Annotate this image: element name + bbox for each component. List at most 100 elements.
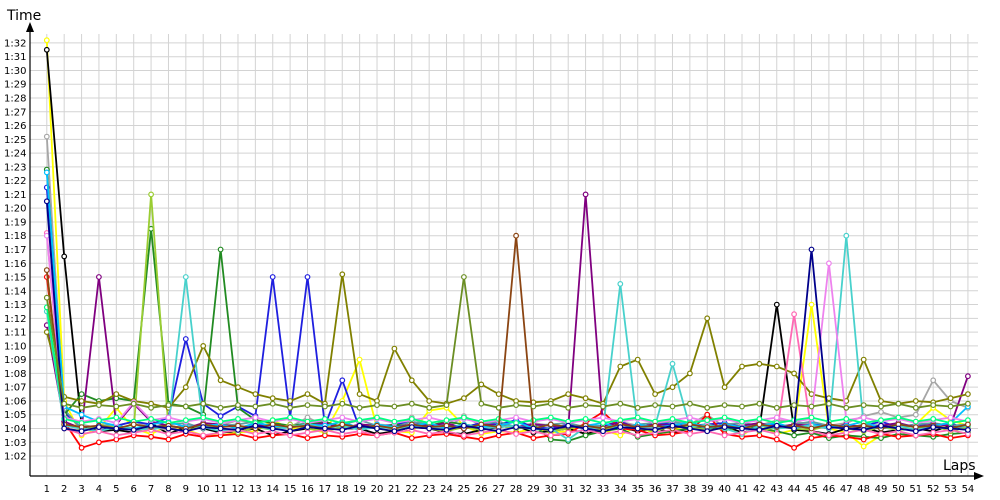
series-line bbox=[45, 234, 969, 441]
y-axis-arrow bbox=[26, 22, 34, 32]
data-point bbox=[426, 431, 433, 437]
data-point bbox=[217, 418, 224, 425]
data-point bbox=[669, 422, 676, 429]
data-point bbox=[600, 420, 606, 426]
data-point bbox=[235, 427, 241, 433]
data-point bbox=[860, 443, 867, 450]
data-point bbox=[947, 414, 954, 421]
data-point bbox=[756, 421, 763, 428]
data-point bbox=[269, 274, 276, 280]
data-point bbox=[95, 417, 102, 424]
data-point bbox=[408, 424, 415, 431]
series-line bbox=[45, 235, 969, 424]
data-point bbox=[947, 420, 954, 426]
data-point bbox=[461, 422, 467, 429]
data-point bbox=[461, 432, 467, 439]
data-point bbox=[547, 414, 554, 421]
y-tick-label: 1:32 bbox=[4, 38, 26, 49]
data-point bbox=[721, 424, 728, 431]
data-point bbox=[669, 360, 676, 367]
data-point bbox=[530, 435, 537, 442]
x-tick-label: 52 bbox=[927, 484, 940, 495]
data-point bbox=[426, 414, 433, 421]
x-tick-label: 17 bbox=[319, 484, 332, 495]
data-point bbox=[356, 356, 363, 363]
data-point bbox=[565, 404, 572, 411]
data-point bbox=[617, 400, 624, 407]
x-tick-label: 46 bbox=[823, 484, 836, 495]
data-point bbox=[78, 411, 85, 418]
data-point bbox=[408, 435, 415, 442]
data-point bbox=[391, 345, 398, 352]
data-point bbox=[304, 391, 311, 398]
data-point bbox=[374, 414, 380, 421]
data-point bbox=[600, 414, 606, 421]
x-tick-label: 29 bbox=[527, 484, 540, 495]
y-tick-labels: 1:02 1:03 1:04 1:05 1:06 1:07 1:08 1:09 1:10 1:11… bbox=[4, 38, 26, 462]
data-point bbox=[269, 425, 276, 432]
y-tick-label: 1:15 bbox=[4, 273, 26, 284]
data-point bbox=[513, 414, 519, 421]
x-tick-labels: 1 2 3 4 5 6 7 8 9 10 11 12 13 14 15 16 17 18 19 20 21 22 23 24 2… bbox=[44, 484, 975, 495]
data-point bbox=[843, 425, 850, 432]
data-point bbox=[513, 232, 519, 239]
data-point bbox=[617, 281, 624, 287]
data-point bbox=[408, 400, 415, 407]
data-point bbox=[634, 414, 641, 421]
data-point bbox=[791, 311, 797, 318]
data-point bbox=[356, 391, 363, 398]
x-tick-label: 33 bbox=[597, 484, 610, 495]
y-tick-label: 1:19 bbox=[4, 217, 26, 228]
y-tick-label: 1:12 bbox=[4, 314, 26, 325]
y-axis-title: Time bbox=[6, 8, 41, 24]
data-point bbox=[565, 436, 572, 443]
x-tick-label: 51 bbox=[909, 484, 922, 495]
x-tick-label: 36 bbox=[649, 484, 662, 495]
data-point bbox=[252, 403, 259, 410]
data-point bbox=[235, 416, 241, 422]
data-point bbox=[756, 360, 763, 367]
series-line bbox=[45, 276, 969, 409]
data-point bbox=[634, 432, 641, 439]
y-tick-label: 1:30 bbox=[4, 66, 26, 77]
data-point bbox=[165, 425, 172, 432]
data-point bbox=[808, 435, 815, 442]
data-point bbox=[356, 404, 363, 411]
x-tick-label: 38 bbox=[683, 484, 696, 495]
x-tick-label: 48 bbox=[857, 484, 870, 495]
data-point bbox=[339, 377, 346, 384]
data-point bbox=[930, 429, 937, 436]
x-tick-label: 24 bbox=[440, 484, 453, 495]
data-point bbox=[217, 404, 224, 411]
x-tick-label: 26 bbox=[475, 484, 488, 495]
data-point bbox=[756, 400, 763, 407]
data-point bbox=[495, 391, 502, 398]
y-tick-label: 1:05 bbox=[4, 410, 26, 421]
data-point bbox=[791, 402, 797, 409]
data-point bbox=[860, 427, 867, 433]
x-tick-label: 42 bbox=[753, 484, 766, 495]
data-point bbox=[808, 414, 815, 421]
data-point bbox=[78, 404, 85, 411]
data-point bbox=[617, 424, 624, 431]
x-tick-label: 22 bbox=[405, 484, 418, 495]
data-point bbox=[930, 402, 937, 409]
x-tick-label: 14 bbox=[266, 484, 279, 495]
data-point bbox=[461, 395, 467, 402]
data-point bbox=[304, 274, 311, 280]
y-tick-label: 1:10 bbox=[4, 341, 26, 352]
data-point bbox=[530, 425, 537, 432]
data-point bbox=[217, 413, 224, 420]
y-tick-label: 1:29 bbox=[4, 80, 26, 91]
y-tick-label: 1:25 bbox=[4, 135, 26, 146]
data-point bbox=[182, 384, 189, 391]
data-point bbox=[113, 403, 120, 410]
data-point bbox=[808, 301, 815, 308]
data-point bbox=[61, 253, 68, 260]
data-point bbox=[391, 428, 398, 435]
data-point bbox=[756, 427, 763, 433]
data-point bbox=[148, 191, 155, 198]
data-point bbox=[200, 343, 207, 349]
data-point bbox=[217, 425, 224, 432]
data-point bbox=[582, 416, 589, 422]
